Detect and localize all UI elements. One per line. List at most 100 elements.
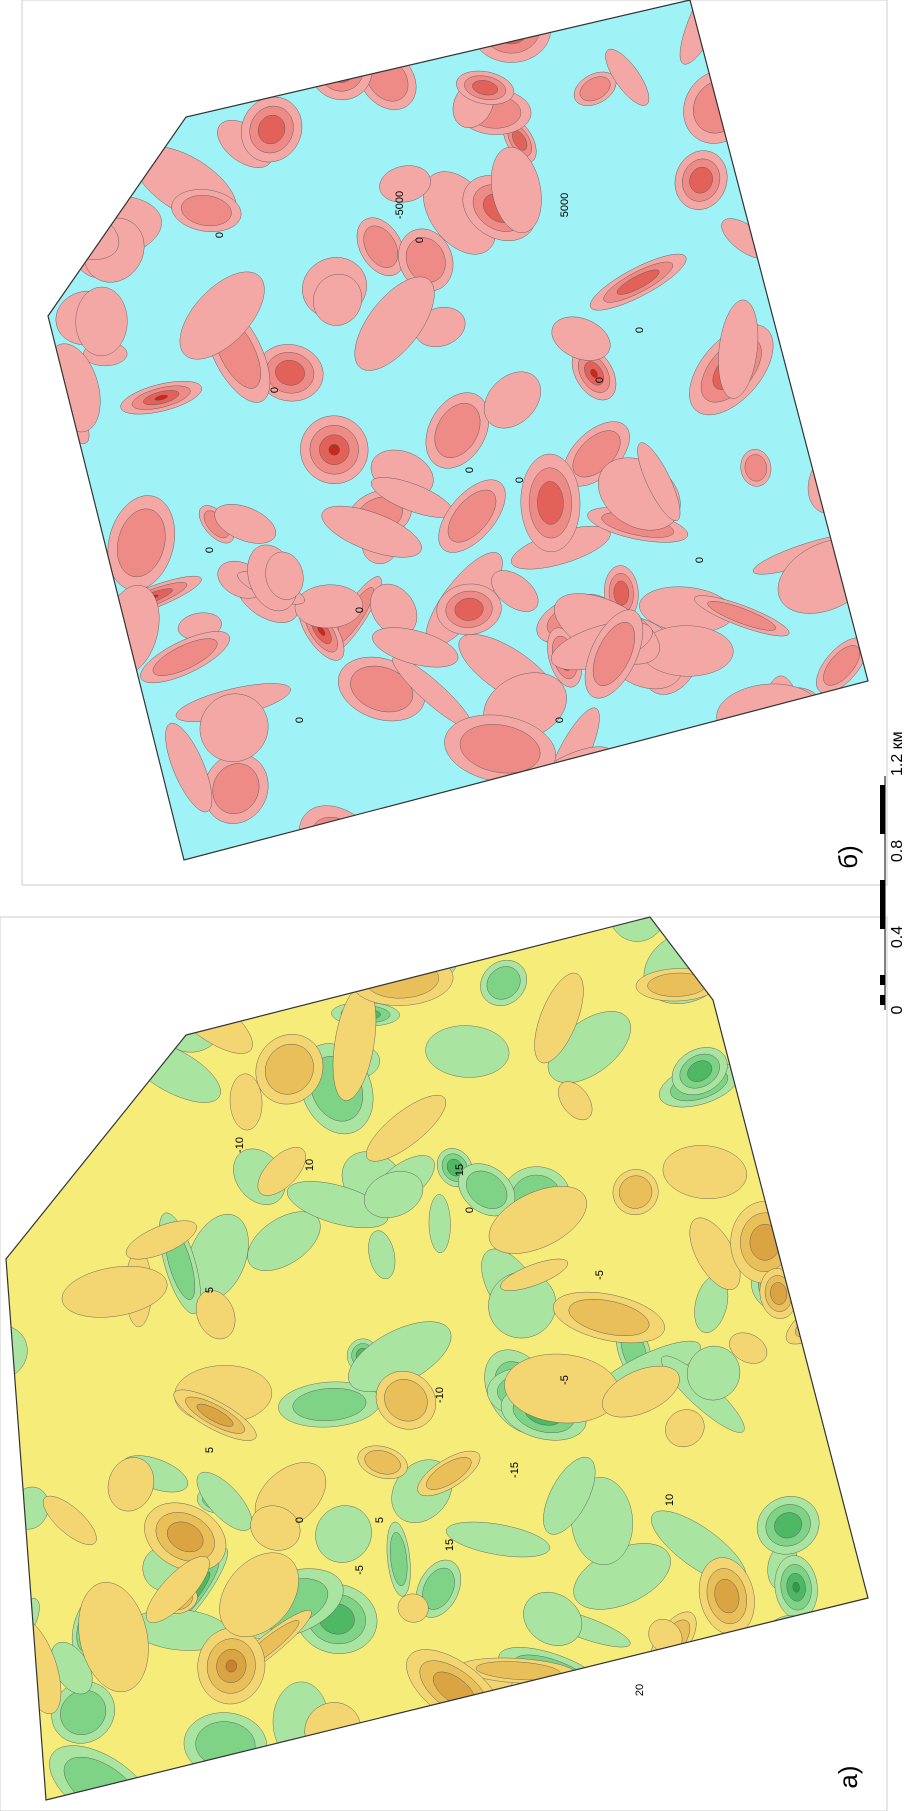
contour-zone bbox=[790, 1294, 848, 1343]
contour-zone bbox=[748, 1629, 832, 1702]
contour-zone bbox=[840, 1629, 899, 1682]
contour-zone bbox=[565, 1743, 697, 1811]
scale-segment bbox=[880, 995, 885, 1005]
contour-label: -5 bbox=[594, 1270, 606, 1280]
contour-zone bbox=[0, 0, 109, 90]
contour-zone bbox=[732, 1706, 800, 1779]
contour-zone bbox=[0, 999, 57, 1051]
scale-label: 0 bbox=[889, 1005, 906, 1014]
contour-zone bbox=[555, 816, 623, 883]
contour-zone bbox=[564, 825, 613, 873]
contour-zone bbox=[36, 28, 54, 43]
contour-zone bbox=[580, 1703, 640, 1743]
contour-label: -5000 bbox=[394, 191, 406, 219]
contour-zone bbox=[708, 726, 776, 786]
contour-zone bbox=[598, 823, 627, 844]
contour-zone bbox=[833, 315, 909, 420]
contour-zone bbox=[740, 163, 823, 246]
contour-zone bbox=[0, 0, 100, 84]
contour-zone bbox=[332, 837, 351, 855]
contour-zone bbox=[509, 807, 548, 848]
contour-zone bbox=[22, 905, 70, 942]
contour-zone bbox=[814, 1319, 871, 1364]
contour-label: 0 bbox=[464, 1207, 476, 1213]
contour-zone bbox=[812, 1623, 855, 1663]
contour-label: -5 bbox=[559, 1375, 571, 1385]
contour-zone bbox=[90, 884, 179, 972]
contour-zone bbox=[21, 15, 70, 57]
contour-zone bbox=[767, 1679, 782, 1725]
contour-zone bbox=[251, 891, 320, 961]
contour-label: 0 bbox=[694, 557, 706, 563]
contour-zone bbox=[735, 78, 813, 153]
contour-zone bbox=[579, 810, 644, 859]
contour-zone bbox=[762, 1615, 819, 1672]
contour-zone bbox=[526, 1715, 605, 1789]
contour-zone bbox=[799, 1663, 895, 1758]
contour-label: 0 bbox=[464, 467, 476, 473]
contour-zone bbox=[98, 0, 150, 85]
contour-zone bbox=[725, 988, 820, 1085]
contour-label: 0 bbox=[294, 717, 306, 723]
contour-zone bbox=[316, 821, 367, 871]
contour-zone bbox=[764, 1739, 821, 1807]
contour-label: 0 bbox=[514, 477, 526, 483]
contour-label: 5 bbox=[374, 1517, 386, 1523]
contour-zone bbox=[12, 510, 71, 563]
scale-label: 0.4 bbox=[889, 926, 906, 948]
contour-zone bbox=[1, 161, 92, 222]
contour-zone bbox=[813, 1676, 882, 1745]
contour-label: 0 bbox=[594, 377, 606, 383]
contour-zone bbox=[858, 1086, 871, 1098]
contour-label: 15 bbox=[444, 1539, 456, 1551]
contour-zone bbox=[826, 1690, 868, 1732]
contour-zone bbox=[602, 1771, 660, 1811]
contour-zone bbox=[857, 15, 894, 50]
contour-zone bbox=[439, 815, 498, 873]
contour-label: 0 bbox=[204, 547, 216, 553]
contour-zone bbox=[807, 49, 880, 122]
contour-label: -10 bbox=[434, 1387, 446, 1403]
contour-zone bbox=[780, 1673, 901, 1763]
contour-zone bbox=[773, 709, 794, 762]
contour-zone bbox=[828, 1619, 909, 1693]
contour-zone bbox=[798, 0, 830, 16]
contour-zone bbox=[6, 1, 85, 70]
contour-zone bbox=[66, 23, 106, 54]
contour-zone bbox=[65, 138, 136, 176]
contour-zone bbox=[583, 1757, 678, 1811]
contour-zone bbox=[50, 101, 93, 135]
contour-zone bbox=[847, 1076, 882, 1108]
contour-zone bbox=[766, 1011, 829, 1076]
contour-label: 0 bbox=[414, 237, 426, 243]
contour-label: 15 bbox=[454, 1164, 466, 1176]
contour-zone bbox=[721, 782, 796, 893]
contour-zone bbox=[758, 1649, 791, 1754]
contour-zone bbox=[20, 753, 95, 835]
contour-zone bbox=[474, 772, 533, 860]
contour-zone bbox=[24, 55, 121, 178]
contour-zone bbox=[4, 664, 103, 750]
contour-zone bbox=[501, 799, 556, 856]
contour-label: 5000 bbox=[559, 193, 571, 217]
panel-a-map bbox=[0, 878, 909, 1811]
contour-zone bbox=[747, 989, 824, 1061]
contour-zone bbox=[537, 760, 590, 802]
contour-zone bbox=[409, 1697, 521, 1794]
contour-label: 0 bbox=[294, 1517, 306, 1523]
contour-zone bbox=[757, 99, 791, 132]
contour-zone bbox=[13, 898, 80, 949]
scale-segment bbox=[880, 785, 885, 834]
contour-zone bbox=[770, 1623, 811, 1664]
contour-zone bbox=[791, 0, 835, 22]
contour-zone bbox=[714, 40, 777, 108]
scale-segment bbox=[880, 880, 885, 929]
contour-zone bbox=[34, 769, 80, 819]
contour-zone bbox=[10, 770, 70, 832]
contour-zone bbox=[74, 29, 98, 48]
contour-label: 0 bbox=[354, 607, 366, 613]
contour-zone bbox=[763, 1664, 787, 1740]
contour-zone bbox=[801, 1221, 832, 1308]
contour-zone bbox=[746, 88, 802, 142]
contour-label: -15 bbox=[509, 1462, 521, 1478]
